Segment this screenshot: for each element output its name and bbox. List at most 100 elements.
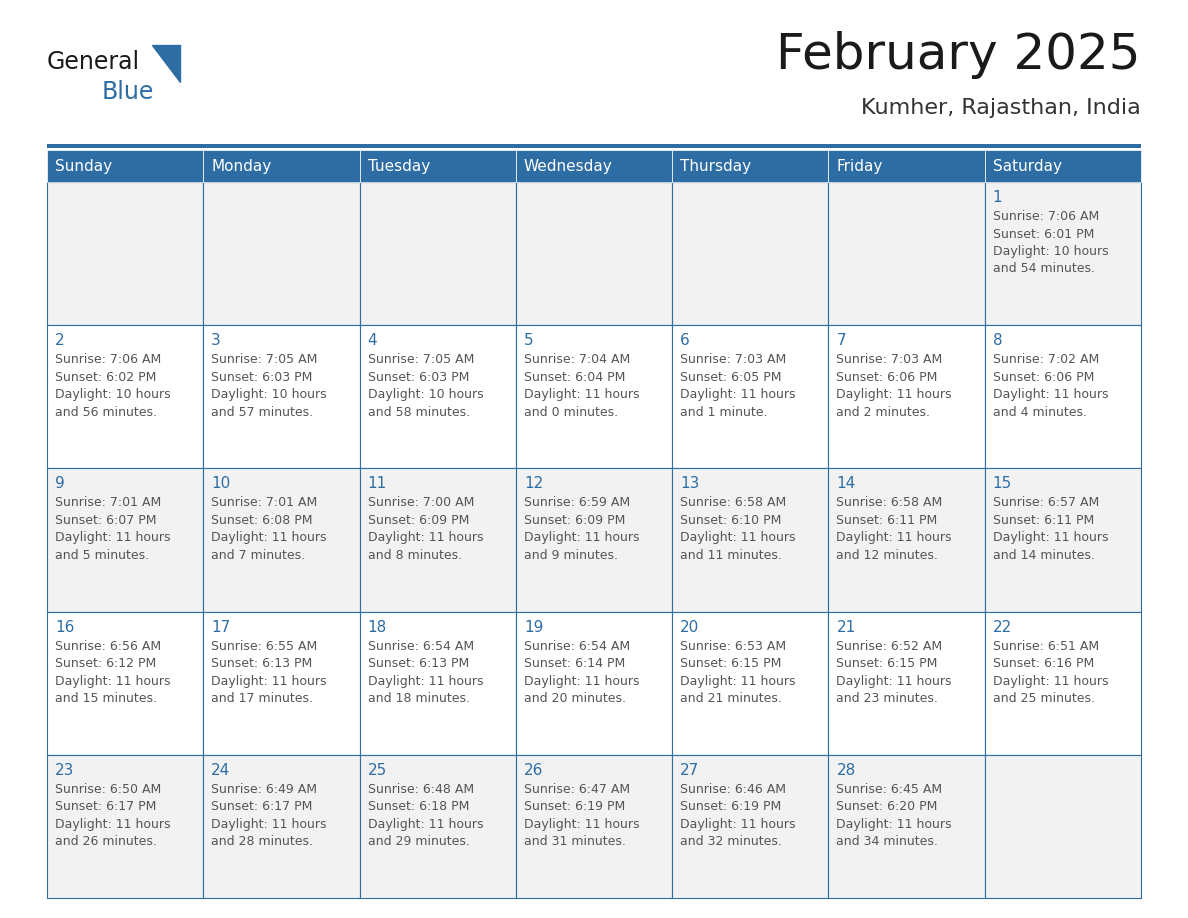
Bar [516, 468, 672, 611]
Bar [516, 755, 672, 898]
Text: General: General [48, 50, 140, 74]
Bar [672, 325, 828, 468]
Text: 7: 7 [836, 333, 846, 348]
Text: 19: 19 [524, 620, 543, 634]
Bar [828, 468, 985, 611]
Text: 26: 26 [524, 763, 543, 778]
Text: Sunrise: 6:54 AM
Sunset: 6:13 PM
Daylight: 11 hours
and 18 minutes.: Sunrise: 6:54 AM Sunset: 6:13 PM Dayligh… [367, 640, 484, 705]
Bar [985, 755, 1140, 898]
Text: 27: 27 [681, 763, 700, 778]
Bar [360, 611, 516, 755]
Bar [828, 611, 985, 755]
Text: Wednesday: Wednesday [524, 159, 613, 174]
Text: Sunrise: 6:56 AM
Sunset: 6:12 PM
Daylight: 11 hours
and 15 minutes.: Sunrise: 6:56 AM Sunset: 6:12 PM Dayligh… [55, 640, 171, 705]
Bar [360, 468, 516, 611]
Text: Sunrise: 6:47 AM
Sunset: 6:19 PM
Daylight: 11 hours
and 31 minutes.: Sunrise: 6:47 AM Sunset: 6:19 PM Dayligh… [524, 783, 639, 848]
Bar [985, 150, 1140, 182]
Text: 16: 16 [55, 620, 75, 634]
Text: Sunrise: 7:03 AM
Sunset: 6:06 PM
Daylight: 11 hours
and 2 minutes.: Sunrise: 7:03 AM Sunset: 6:06 PM Dayligh… [836, 353, 952, 419]
Text: February 2025: February 2025 [777, 31, 1140, 79]
Bar [516, 611, 672, 755]
Text: Kumher, Rajasthan, India: Kumher, Rajasthan, India [861, 98, 1140, 118]
Text: Sunrise: 7:01 AM
Sunset: 6:08 PM
Daylight: 11 hours
and 7 minutes.: Sunrise: 7:01 AM Sunset: 6:08 PM Dayligh… [211, 497, 327, 562]
Bar [360, 325, 516, 468]
Bar [360, 755, 516, 898]
Text: Friday: Friday [836, 159, 883, 174]
Bar [828, 150, 985, 182]
Text: Sunrise: 7:06 AM
Sunset: 6:02 PM
Daylight: 10 hours
and 56 minutes.: Sunrise: 7:06 AM Sunset: 6:02 PM Dayligh… [55, 353, 171, 419]
Bar [672, 182, 828, 325]
Bar [203, 150, 360, 182]
Text: Sunrise: 6:45 AM
Sunset: 6:20 PM
Daylight: 11 hours
and 34 minutes.: Sunrise: 6:45 AM Sunset: 6:20 PM Dayligh… [836, 783, 952, 848]
Text: 18: 18 [367, 620, 387, 634]
Text: 14: 14 [836, 476, 855, 491]
Text: 9: 9 [55, 476, 65, 491]
Bar [48, 468, 203, 611]
Bar [203, 468, 360, 611]
Text: 4: 4 [367, 333, 378, 348]
Text: Sunrise: 6:58 AM
Sunset: 6:11 PM
Daylight: 11 hours
and 12 minutes.: Sunrise: 6:58 AM Sunset: 6:11 PM Dayligh… [836, 497, 952, 562]
Text: 6: 6 [681, 333, 690, 348]
Text: 2: 2 [55, 333, 64, 348]
Bar [203, 611, 360, 755]
Text: 20: 20 [681, 620, 700, 634]
Text: Sunrise: 6:57 AM
Sunset: 6:11 PM
Daylight: 11 hours
and 14 minutes.: Sunrise: 6:57 AM Sunset: 6:11 PM Dayligh… [993, 497, 1108, 562]
Text: 22: 22 [993, 620, 1012, 634]
Text: Blue: Blue [102, 80, 154, 104]
Text: 13: 13 [681, 476, 700, 491]
Text: Sunrise: 6:51 AM
Sunset: 6:16 PM
Daylight: 11 hours
and 25 minutes.: Sunrise: 6:51 AM Sunset: 6:16 PM Dayligh… [993, 640, 1108, 705]
Bar [48, 325, 203, 468]
Text: Sunrise: 6:54 AM
Sunset: 6:14 PM
Daylight: 11 hours
and 20 minutes.: Sunrise: 6:54 AM Sunset: 6:14 PM Dayligh… [524, 640, 639, 705]
Text: 12: 12 [524, 476, 543, 491]
Text: Sunrise: 7:05 AM
Sunset: 6:03 PM
Daylight: 10 hours
and 57 minutes.: Sunrise: 7:05 AM Sunset: 6:03 PM Dayligh… [211, 353, 327, 419]
Bar [360, 150, 516, 182]
Text: 8: 8 [993, 333, 1003, 348]
Bar [985, 611, 1140, 755]
Text: Sunrise: 6:49 AM
Sunset: 6:17 PM
Daylight: 11 hours
and 28 minutes.: Sunrise: 6:49 AM Sunset: 6:17 PM Dayligh… [211, 783, 327, 848]
Text: 28: 28 [836, 763, 855, 778]
Polygon shape [152, 45, 181, 82]
Text: 15: 15 [993, 476, 1012, 491]
Text: Sunrise: 7:04 AM
Sunset: 6:04 PM
Daylight: 11 hours
and 0 minutes.: Sunrise: 7:04 AM Sunset: 6:04 PM Dayligh… [524, 353, 639, 419]
Text: 1: 1 [993, 190, 1003, 205]
Bar [360, 182, 516, 325]
Bar [985, 468, 1140, 611]
Text: 25: 25 [367, 763, 387, 778]
Text: Sunrise: 6:48 AM
Sunset: 6:18 PM
Daylight: 11 hours
and 29 minutes.: Sunrise: 6:48 AM Sunset: 6:18 PM Dayligh… [367, 783, 484, 848]
Bar [203, 182, 360, 325]
Text: Sunrise: 7:06 AM
Sunset: 6:01 PM
Daylight: 10 hours
and 54 minutes.: Sunrise: 7:06 AM Sunset: 6:01 PM Dayligh… [993, 210, 1108, 275]
Bar [516, 325, 672, 468]
Text: Saturday: Saturday [993, 159, 1062, 174]
Text: Sunrise: 6:53 AM
Sunset: 6:15 PM
Daylight: 11 hours
and 21 minutes.: Sunrise: 6:53 AM Sunset: 6:15 PM Dayligh… [681, 640, 796, 705]
Text: Sunrise: 7:02 AM
Sunset: 6:06 PM
Daylight: 11 hours
and 4 minutes.: Sunrise: 7:02 AM Sunset: 6:06 PM Dayligh… [993, 353, 1108, 419]
Text: Sunrise: 7:00 AM
Sunset: 6:09 PM
Daylight: 11 hours
and 8 minutes.: Sunrise: 7:00 AM Sunset: 6:09 PM Dayligh… [367, 497, 484, 562]
Bar [48, 755, 203, 898]
Bar [672, 468, 828, 611]
Bar [48, 144, 1140, 148]
Bar [48, 150, 203, 182]
Bar [203, 325, 360, 468]
Text: Tuesday: Tuesday [367, 159, 430, 174]
Text: 17: 17 [211, 620, 230, 634]
Text: 21: 21 [836, 620, 855, 634]
Text: Sunday: Sunday [55, 159, 112, 174]
Bar [672, 611, 828, 755]
Text: Thursday: Thursday [681, 159, 751, 174]
Bar [828, 325, 985, 468]
Bar [203, 755, 360, 898]
Text: Sunrise: 7:05 AM
Sunset: 6:03 PM
Daylight: 10 hours
and 58 minutes.: Sunrise: 7:05 AM Sunset: 6:03 PM Dayligh… [367, 353, 484, 419]
Bar [985, 182, 1140, 325]
Text: 24: 24 [211, 763, 230, 778]
Text: 3: 3 [211, 333, 221, 348]
Text: Sunrise: 7:01 AM
Sunset: 6:07 PM
Daylight: 11 hours
and 5 minutes.: Sunrise: 7:01 AM Sunset: 6:07 PM Dayligh… [55, 497, 171, 562]
Text: Sunrise: 6:52 AM
Sunset: 6:15 PM
Daylight: 11 hours
and 23 minutes.: Sunrise: 6:52 AM Sunset: 6:15 PM Dayligh… [836, 640, 952, 705]
Text: 5: 5 [524, 333, 533, 348]
Text: Sunrise: 6:58 AM
Sunset: 6:10 PM
Daylight: 11 hours
and 11 minutes.: Sunrise: 6:58 AM Sunset: 6:10 PM Dayligh… [681, 497, 796, 562]
Text: Sunrise: 6:50 AM
Sunset: 6:17 PM
Daylight: 11 hours
and 26 minutes.: Sunrise: 6:50 AM Sunset: 6:17 PM Dayligh… [55, 783, 171, 848]
Bar [516, 150, 672, 182]
Text: 23: 23 [55, 763, 75, 778]
Text: Sunrise: 7:03 AM
Sunset: 6:05 PM
Daylight: 11 hours
and 1 minute.: Sunrise: 7:03 AM Sunset: 6:05 PM Dayligh… [681, 353, 796, 419]
Text: 11: 11 [367, 476, 387, 491]
Text: Sunrise: 6:46 AM
Sunset: 6:19 PM
Daylight: 11 hours
and 32 minutes.: Sunrise: 6:46 AM Sunset: 6:19 PM Dayligh… [681, 783, 796, 848]
Bar [48, 182, 203, 325]
